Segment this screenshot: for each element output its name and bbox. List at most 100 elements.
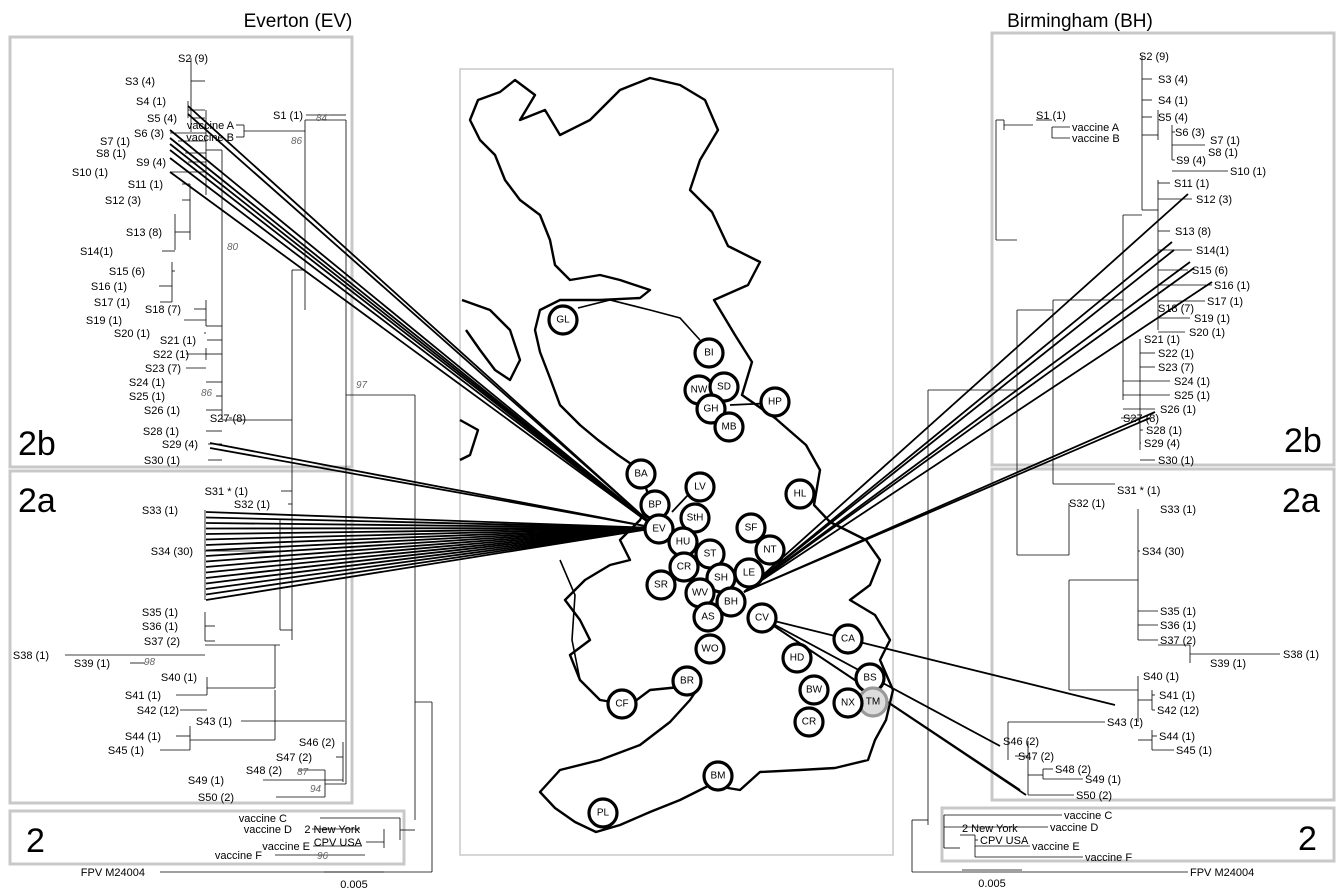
map-site-nx: NX [832, 687, 864, 719]
left-tree-label: S49 (1) [188, 775, 224, 787]
right-tree-label: S4 (1) [1158, 95, 1188, 107]
connector-line [187, 113, 657, 529]
right-tree-label: S10 (1) [1230, 166, 1266, 178]
bootstrap-value: 86 [201, 388, 213, 399]
left-tree-label: S45 (1) [108, 745, 144, 757]
map-site-bi: BI [693, 337, 725, 369]
map-site-mb: MB [713, 411, 745, 443]
left-tree-label: S15 (6) [109, 266, 145, 278]
right-tree-label: S46 (2) [1003, 736, 1039, 748]
map-site-bh: BH [715, 586, 747, 618]
left-tree-label: S50 (2) [198, 792, 234, 804]
right-tree-label: S41 (1) [1159, 690, 1195, 702]
map-site-label: BA [634, 469, 648, 480]
left-tree-label: S34 (30) [151, 546, 193, 558]
connector-line [205, 527, 657, 535]
left-tree-label: S41 (1) [125, 690, 161, 702]
right-tree-label: S7 (1) [1210, 135, 1240, 147]
right-tree-label: S29 (4) [1144, 438, 1180, 450]
left-tree-label: S10 (1) [72, 167, 108, 179]
right-tree-label: 2 New York [962, 823, 1018, 835]
map-site-label: EV [652, 524, 666, 535]
left-tree-label: S23 (7) [145, 363, 181, 375]
left-tree-label: S35 (1) [142, 607, 178, 619]
left-tree-label: S20 (1) [114, 328, 150, 340]
connector-line [209, 447, 657, 529]
right-tree-label: S32 (1) [1069, 498, 1105, 510]
connector-line [169, 129, 657, 529]
left-tree-label: S7 (1) [100, 136, 130, 148]
map-site-sf: SF [735, 512, 767, 544]
map-site-label: HD [790, 653, 804, 664]
right-tree-label: S50 (2) [1076, 790, 1112, 802]
right-panel-2a-box [990, 467, 1336, 802]
map-site-as: AS [692, 601, 724, 633]
right-tree-label: vaccine E [1032, 841, 1080, 853]
connector-line [205, 522, 657, 529]
connector-line [205, 527, 657, 546]
right-tree-label: S25 (1) [1174, 390, 1210, 402]
right-tree-label: S19 (1) [1194, 313, 1230, 325]
bootstrap-value: 84 [316, 113, 328, 124]
map-site-sth: StH [679, 502, 711, 534]
left-tree-label: S31 * (1) [205, 486, 248, 498]
map-site-label: WV [692, 588, 708, 599]
map-site-pl: PL [587, 797, 619, 829]
right-scale-label: 0.005 [978, 878, 1006, 890]
map-site-ca: CA [832, 623, 864, 655]
map-site-label: HP [768, 397, 782, 408]
left-tree-label: S25 (1) [129, 391, 165, 403]
right-tree-label: S47 (2) [1018, 751, 1054, 763]
left-panel-2b-label: 2b [18, 425, 56, 463]
connector-line [743, 193, 1189, 593]
right-tree-label: S38 (1) [1283, 649, 1319, 661]
right-tree-label: S8 (1) [1208, 147, 1238, 159]
left-tree-label: S1 (1) [273, 110, 303, 122]
connector-line [743, 281, 1213, 593]
right-phylogenetic-tree: S2 (9) S3 (4) S4 (1) S5 (4) S6 (3) S7 (1)S8 (… [911, 51, 1319, 879]
left-tree-label: S22 (1) [153, 349, 189, 361]
bootstrap-value: 96 [317, 851, 329, 862]
right-tree-label: S33 (1) [1160, 504, 1196, 516]
left-tree-label: S32 (1) [234, 499, 270, 511]
map-site-label: GL [556, 315, 570, 326]
right-tree-label: S2 (9) [1139, 51, 1169, 63]
right-panel-2-label: 2 [1298, 820, 1317, 858]
connector-line [169, 171, 657, 529]
right-tree-label: S30 (1) [1158, 455, 1194, 467]
right-tree-label: S20 (1) [1189, 327, 1225, 339]
right-tree-label: S49 (1) [1085, 774, 1121, 786]
right-tree-label: S39 (1) [1210, 658, 1246, 670]
right-tree-label: S26 (1) [1160, 404, 1196, 416]
bootstrap-value: 86 [291, 136, 303, 147]
left-tree-label: S9 (4) [136, 157, 166, 169]
connector-line [169, 149, 657, 529]
map-site-label: NW [691, 385, 708, 396]
right-tree-label: S13 (8) [1175, 226, 1211, 238]
connector-line [187, 105, 657, 529]
map-site-label: WO [701, 644, 718, 655]
right-tree-label: S31 * (1) [1117, 485, 1160, 497]
connector-line [743, 249, 1175, 593]
right-tree-label: S34 (30) [1142, 546, 1184, 558]
left-tree-label: S48 (2) [246, 765, 282, 777]
left-tree-label: S30 (1) [144, 455, 180, 467]
map-site-label: HL [794, 489, 807, 500]
connector-line [205, 527, 657, 596]
map-site-label: NX [841, 698, 855, 709]
left-tree-label: S43 (1) [196, 716, 232, 728]
map-site-label: NT [763, 545, 776, 556]
left-tree-label: S2 (9) [178, 53, 208, 65]
right-tree-label: S24 (1) [1174, 376, 1210, 388]
map-site-cv: CV [746, 602, 778, 634]
connector-line [205, 527, 657, 574]
right-tree-label: S22 (1) [1158, 348, 1194, 360]
map-coastline [459, 76, 895, 834]
right-tree-label: vaccine F [1085, 852, 1132, 864]
left-tree-label: S42 (12) [137, 705, 179, 717]
connector-line [743, 261, 1191, 593]
left-tree-label: S27 (8) [210, 413, 246, 425]
right-tree-label: S45 (1) [1176, 745, 1212, 757]
right-tree-label: vaccine C [1064, 810, 1112, 822]
